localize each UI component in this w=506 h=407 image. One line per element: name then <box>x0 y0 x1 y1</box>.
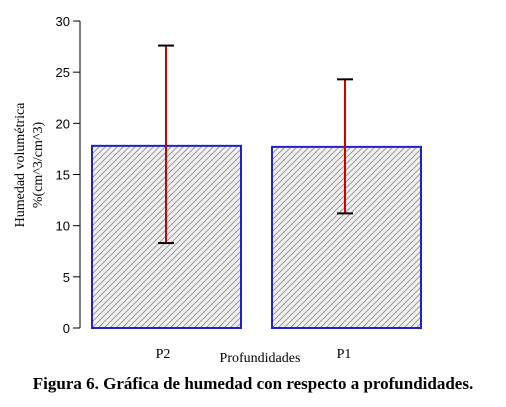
y-tick-label: 15 <box>56 168 70 183</box>
y-axis-ticks: 0 5 10 15 20 25 30 <box>56 14 80 336</box>
y-axis-title-line2: %(cm^3/cm^3) <box>31 122 46 209</box>
bar-p1 <box>271 145 422 329</box>
bars <box>91 144 422 329</box>
y-axis-title-group: Humedad volumétrica %(cm^3/cm^3) <box>13 102 46 228</box>
figure-caption: Figura 6. Gráfica de humedad con respect… <box>32 374 474 393</box>
y-tick-label: 20 <box>56 116 70 131</box>
y-tick-label: 10 <box>56 219 70 234</box>
y-tick-label: 5 <box>63 270 70 285</box>
y-axis-title-line1: Humedad volumétrica <box>13 102 28 228</box>
y-tick-label: 25 <box>56 65 70 80</box>
category-label: P1 <box>337 347 352 362</box>
bar-chart: 0 5 10 15 20 25 30 P2 P1 Profundidades Humedad … <box>13 14 422 366</box>
y-tick-label: 0 <box>63 321 70 336</box>
category-label: P2 <box>156 347 171 362</box>
x-axis-title: Profundidades <box>220 351 301 366</box>
error-bars <box>158 44 353 245</box>
category-labels: P2 P1 <box>156 347 352 362</box>
y-tick-label: 30 <box>56 14 70 29</box>
